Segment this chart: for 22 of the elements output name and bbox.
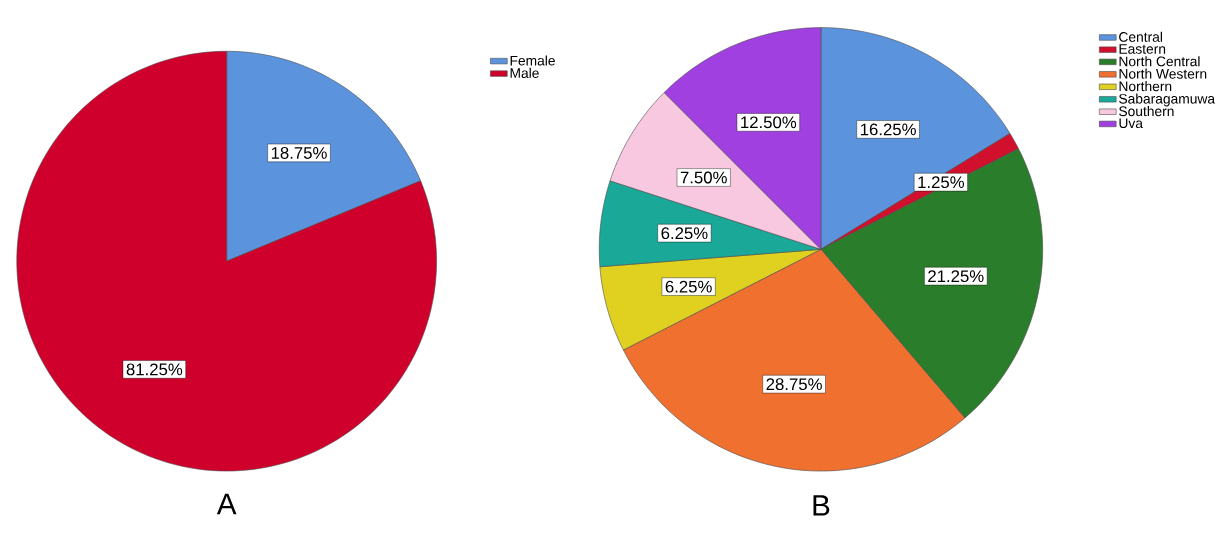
data-label: 28.75%	[766, 378, 822, 391]
text: A	[216, 493, 237, 515]
data-label: 12.50%	[741, 116, 797, 129]
legend-label: Northern	[1119, 81, 1172, 92]
legend-label: Uva	[1119, 118, 1143, 129]
legend-label: Eastern	[1119, 44, 1166, 54]
data-label: 1.25%	[918, 176, 965, 189]
data-label: 18.75%	[271, 146, 327, 159]
legend-label: North Central	[1119, 56, 1200, 67]
data-label: 21.25%	[928, 270, 984, 283]
data-label: 16.25%	[860, 123, 916, 136]
legend-label: Sabaragamuwa	[1119, 93, 1216, 107]
text: B	[813, 495, 830, 516]
data-label: 6.25%	[661, 227, 708, 240]
data-label: 81.25%	[126, 363, 183, 376]
legend-label: Female	[510, 55, 555, 66]
data-label: 6.25%	[665, 280, 712, 293]
legend-label: North Western	[1119, 68, 1207, 79]
legend-label: Southern	[1119, 105, 1174, 117]
data-label: 7.50%	[680, 171, 727, 184]
legend-label: Male	[510, 67, 539, 78]
legend-label: Central	[1119, 31, 1162, 42]
